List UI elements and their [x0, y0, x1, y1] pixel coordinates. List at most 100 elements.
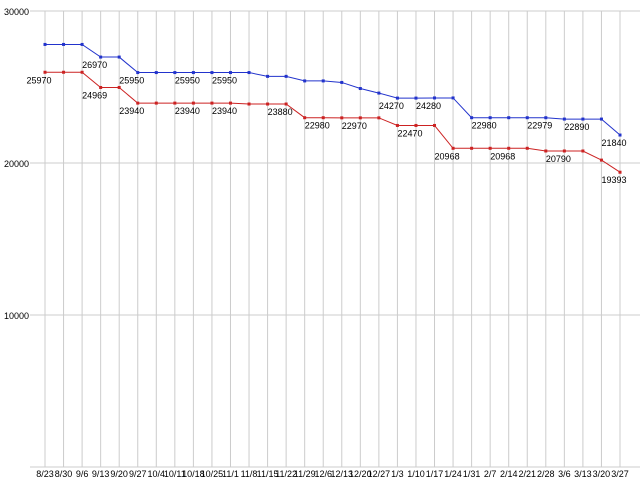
series-red-point [117, 85, 121, 89]
x-tick-label: 11/29 [294, 469, 316, 479]
series-blue-point [99, 55, 103, 59]
point-value-label: 21840 [601, 138, 626, 148]
point-value-label: 22970 [342, 121, 367, 131]
series-blue-point [433, 96, 437, 100]
x-tick-label: 10/18 [182, 469, 205, 479]
series-red-point [247, 102, 251, 106]
series-blue-point [284, 74, 288, 78]
series-blue-point [525, 116, 529, 120]
series-red-point [525, 146, 529, 150]
x-tick-label: 3/27 [611, 469, 629, 479]
y-tick-label: 20000 [4, 159, 29, 169]
series-red-point [62, 70, 66, 74]
series-blue-point [303, 79, 307, 83]
series-red-point [173, 101, 177, 105]
point-value-label: 23880 [268, 107, 293, 117]
x-tick-label: 9/13 [92, 469, 110, 479]
series-red-point [488, 146, 492, 150]
point-value-label: 24280 [416, 101, 441, 111]
x-tick-label: 12/13 [331, 469, 354, 479]
x-tick-label: 10/11 [164, 469, 186, 479]
point-value-label: 25970 [26, 75, 51, 85]
series-blue-point [377, 91, 381, 95]
series-blue-point [321, 79, 325, 83]
series-blue-point [562, 117, 566, 121]
x-tick-label: 3/20 [593, 469, 611, 479]
series-blue-point [451, 96, 455, 100]
x-tick-label: 1/31 [463, 469, 481, 479]
series-blue-point [43, 42, 47, 46]
point-value-label: 20790 [546, 154, 571, 164]
series-red-point [581, 149, 585, 153]
series-red-point [414, 123, 418, 127]
series-blue-point [358, 87, 362, 91]
x-tick-label: 1/10 [407, 469, 425, 479]
point-value-label: 24969 [82, 90, 107, 100]
x-tick-label: 12/6 [314, 469, 332, 479]
point-value-label: 22890 [564, 122, 589, 132]
x-tick-label: 10/4 [148, 469, 166, 479]
y-axis-labels: 10000 20000 30000 [4, 7, 29, 321]
x-tick-label: 2/7 [484, 469, 497, 479]
series-blue-point [80, 42, 84, 46]
x-tick-label: 12/27 [368, 469, 391, 479]
series-red-point [395, 123, 399, 127]
x-axis-labels: 8/23 8/30 9/6 9/13 9/20 9/27 10/410/1110/1810/… [36, 469, 629, 479]
series-blue-point [228, 71, 232, 75]
x-tick-label: 2/14 [500, 469, 518, 479]
series-red-point [544, 149, 548, 153]
series-blue-point [581, 117, 585, 121]
point-value-label: 19393 [601, 175, 626, 185]
series-blue-point [191, 71, 195, 75]
x-tick-label: 2/28 [537, 469, 555, 479]
series-red-point [43, 70, 47, 74]
series-blue-line [43, 42, 622, 137]
x-tick-label: 11/8 [241, 469, 258, 479]
x-tick-label: 11/22 [275, 469, 297, 479]
series-blue-point [117, 55, 121, 59]
point-value-label: 26970 [82, 60, 107, 70]
series-blue-point [618, 133, 622, 137]
x-tick-label: 8/23 [36, 469, 54, 479]
x-tick-label: 9/27 [129, 469, 147, 479]
series-blue-point [507, 116, 511, 120]
series-red-point [99, 85, 103, 89]
x-tick-label: 10/25 [201, 469, 224, 479]
series-blue-point [62, 42, 66, 46]
series-red-point [266, 102, 270, 106]
series-red-point [358, 116, 362, 120]
x-tick-label: 9/6 [76, 469, 89, 479]
series-red-point [451, 146, 455, 150]
series-blue-point [395, 96, 399, 100]
series-red-point [321, 116, 325, 120]
x-tick-label: 3/6 [558, 469, 571, 479]
series-blue-point [544, 116, 548, 120]
series-blue-point [210, 71, 214, 75]
series-red-point [377, 116, 381, 120]
series-blue-point [247, 71, 251, 75]
point-value-label: 23940 [175, 106, 200, 116]
point-value-label: 24270 [379, 101, 404, 111]
series-red-point [136, 101, 140, 105]
point-value-label: 20968 [490, 151, 515, 161]
x-tick-label: 8/30 [55, 469, 73, 479]
series-red-point [228, 101, 232, 105]
gridlines [30, 10, 640, 468]
series-red-point [191, 101, 195, 105]
series-red-point [80, 70, 84, 74]
point-value-label: 22470 [397, 128, 422, 138]
x-tick-label: 11/15 [257, 469, 279, 479]
series-blue-point [414, 96, 418, 100]
x-tick-label: 2/21 [518, 469, 536, 479]
x-tick-label: 3/13 [574, 469, 592, 479]
series-red-point [303, 116, 307, 120]
point-value-label: 23940 [212, 106, 237, 116]
y-tick-label: 30000 [4, 7, 29, 17]
x-tick-label: 1/24 [444, 469, 462, 479]
series-red-point [210, 101, 214, 105]
x-tick-label: 1/17 [426, 469, 444, 479]
point-value-label: 23940 [119, 106, 144, 116]
